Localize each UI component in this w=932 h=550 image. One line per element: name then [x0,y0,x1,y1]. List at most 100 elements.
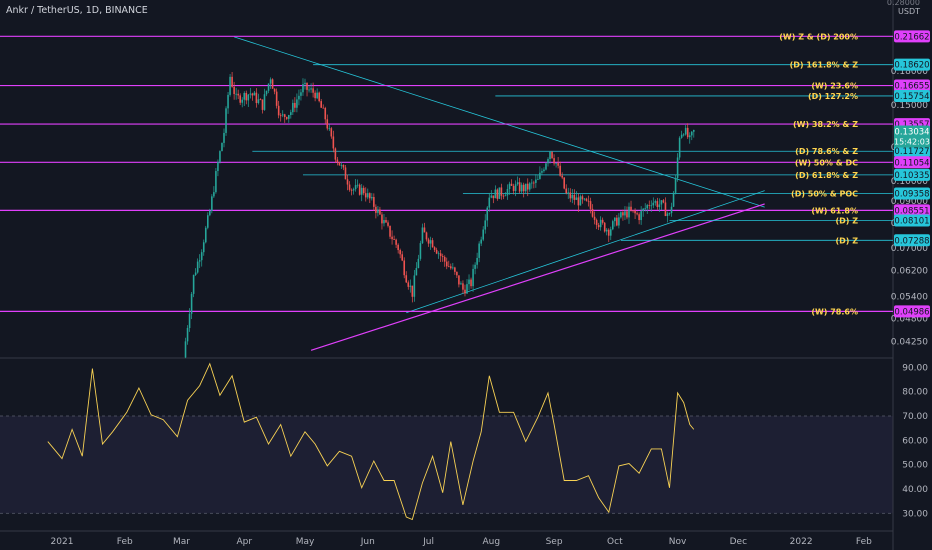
candle-body [231,76,233,87]
candle-body [464,289,466,294]
trend-line-weekly [310,203,765,351]
price-tick-label: 0.09000 [891,197,928,207]
candle-body [227,94,229,109]
candle-body [251,93,254,96]
candle-body [616,217,618,226]
time-tick-label: Mar [173,537,190,547]
candle-body [366,193,369,198]
candle-body [535,179,537,183]
level-price-tag [894,214,930,227]
candle-body [259,99,262,101]
candle-body [306,82,308,90]
candle-body [312,88,314,93]
level-price-value: 0.07288 [894,236,929,246]
candle-body [219,151,221,163]
candle-body [415,268,418,276]
candle-body [186,328,189,342]
candle-body [674,178,677,193]
candle-body [423,227,426,233]
candle-body [605,229,608,232]
candle-body [290,112,292,116]
price-tick-label: 0.07000 [891,244,928,254]
level-price-tag [894,30,930,43]
price-currency-label: USDT [898,7,920,16]
candle-body [486,207,489,221]
level-label: (D) 161.8% & Z [790,61,859,70]
candle-body [211,196,213,211]
level-price-value: 0.13557 [894,120,929,130]
candle-body [603,222,606,232]
candle-body [688,135,691,138]
candle-body [192,274,195,294]
time-tick-label: May [296,537,315,547]
candle-body [589,201,592,209]
candle-body [555,163,557,164]
candle-body [634,210,636,214]
candle-body [557,163,559,166]
candle-body [518,182,521,192]
trend-line-lower [406,190,765,314]
candle-body [389,225,391,237]
level-label: (W) Z & (D) 200% [779,32,858,41]
candle-body [253,92,256,96]
candle-body [458,275,460,285]
candle-body [609,229,612,236]
candle-body [668,213,671,214]
candle-body [235,93,237,95]
candle-body [375,206,377,213]
candle-body [283,114,286,118]
candle-body [456,271,458,276]
candle-body [310,88,312,90]
candle-body [334,148,337,160]
candle-body [622,212,624,216]
candle-body [273,88,276,92]
time-tick-label: Dec [730,537,747,547]
candle-body [391,236,393,240]
candle-body [628,206,630,218]
candle-body [257,99,260,104]
candle-body [632,210,634,212]
candle-body [607,229,610,236]
oscillator-tick-label: 80.00 [902,388,928,398]
time-tick-label: Jun [360,537,375,547]
level-label: (W) 23.6% [811,82,858,91]
candle-body [670,206,673,214]
candle-body [597,224,600,228]
candle-body [676,157,679,179]
candle-body [533,182,535,184]
candle-body [385,220,387,223]
level-price-tag [894,145,930,158]
candle-body [662,200,665,203]
time-tick-label: Sep [546,537,563,547]
candle-body [294,102,296,108]
candle-body [435,249,438,254]
candle-body [425,232,428,240]
candle-body [528,183,531,190]
time-tick-label: Feb [117,537,133,547]
candle-body [298,95,300,100]
candle-body [618,217,620,226]
current-price-tag [894,125,930,148]
candle-body [371,197,373,199]
candle-body [498,187,501,199]
candle-body [395,239,397,245]
candle-body [496,189,499,199]
candle-body [443,256,446,262]
candle-body [217,162,219,172]
level-price-tag [894,156,930,169]
candle-body [476,257,478,265]
candle-body [346,179,349,185]
candle-body [196,261,199,273]
candle-body [559,165,561,176]
candle-body [255,92,258,104]
level-label: (D) Z [835,236,858,245]
candle-body [342,164,345,168]
candle-body [447,266,450,268]
candle-body [275,91,278,106]
candle-body [265,90,268,95]
candle-body [551,151,553,159]
candle-body [324,107,327,120]
candle-body [279,115,282,117]
candle-body [502,195,505,197]
